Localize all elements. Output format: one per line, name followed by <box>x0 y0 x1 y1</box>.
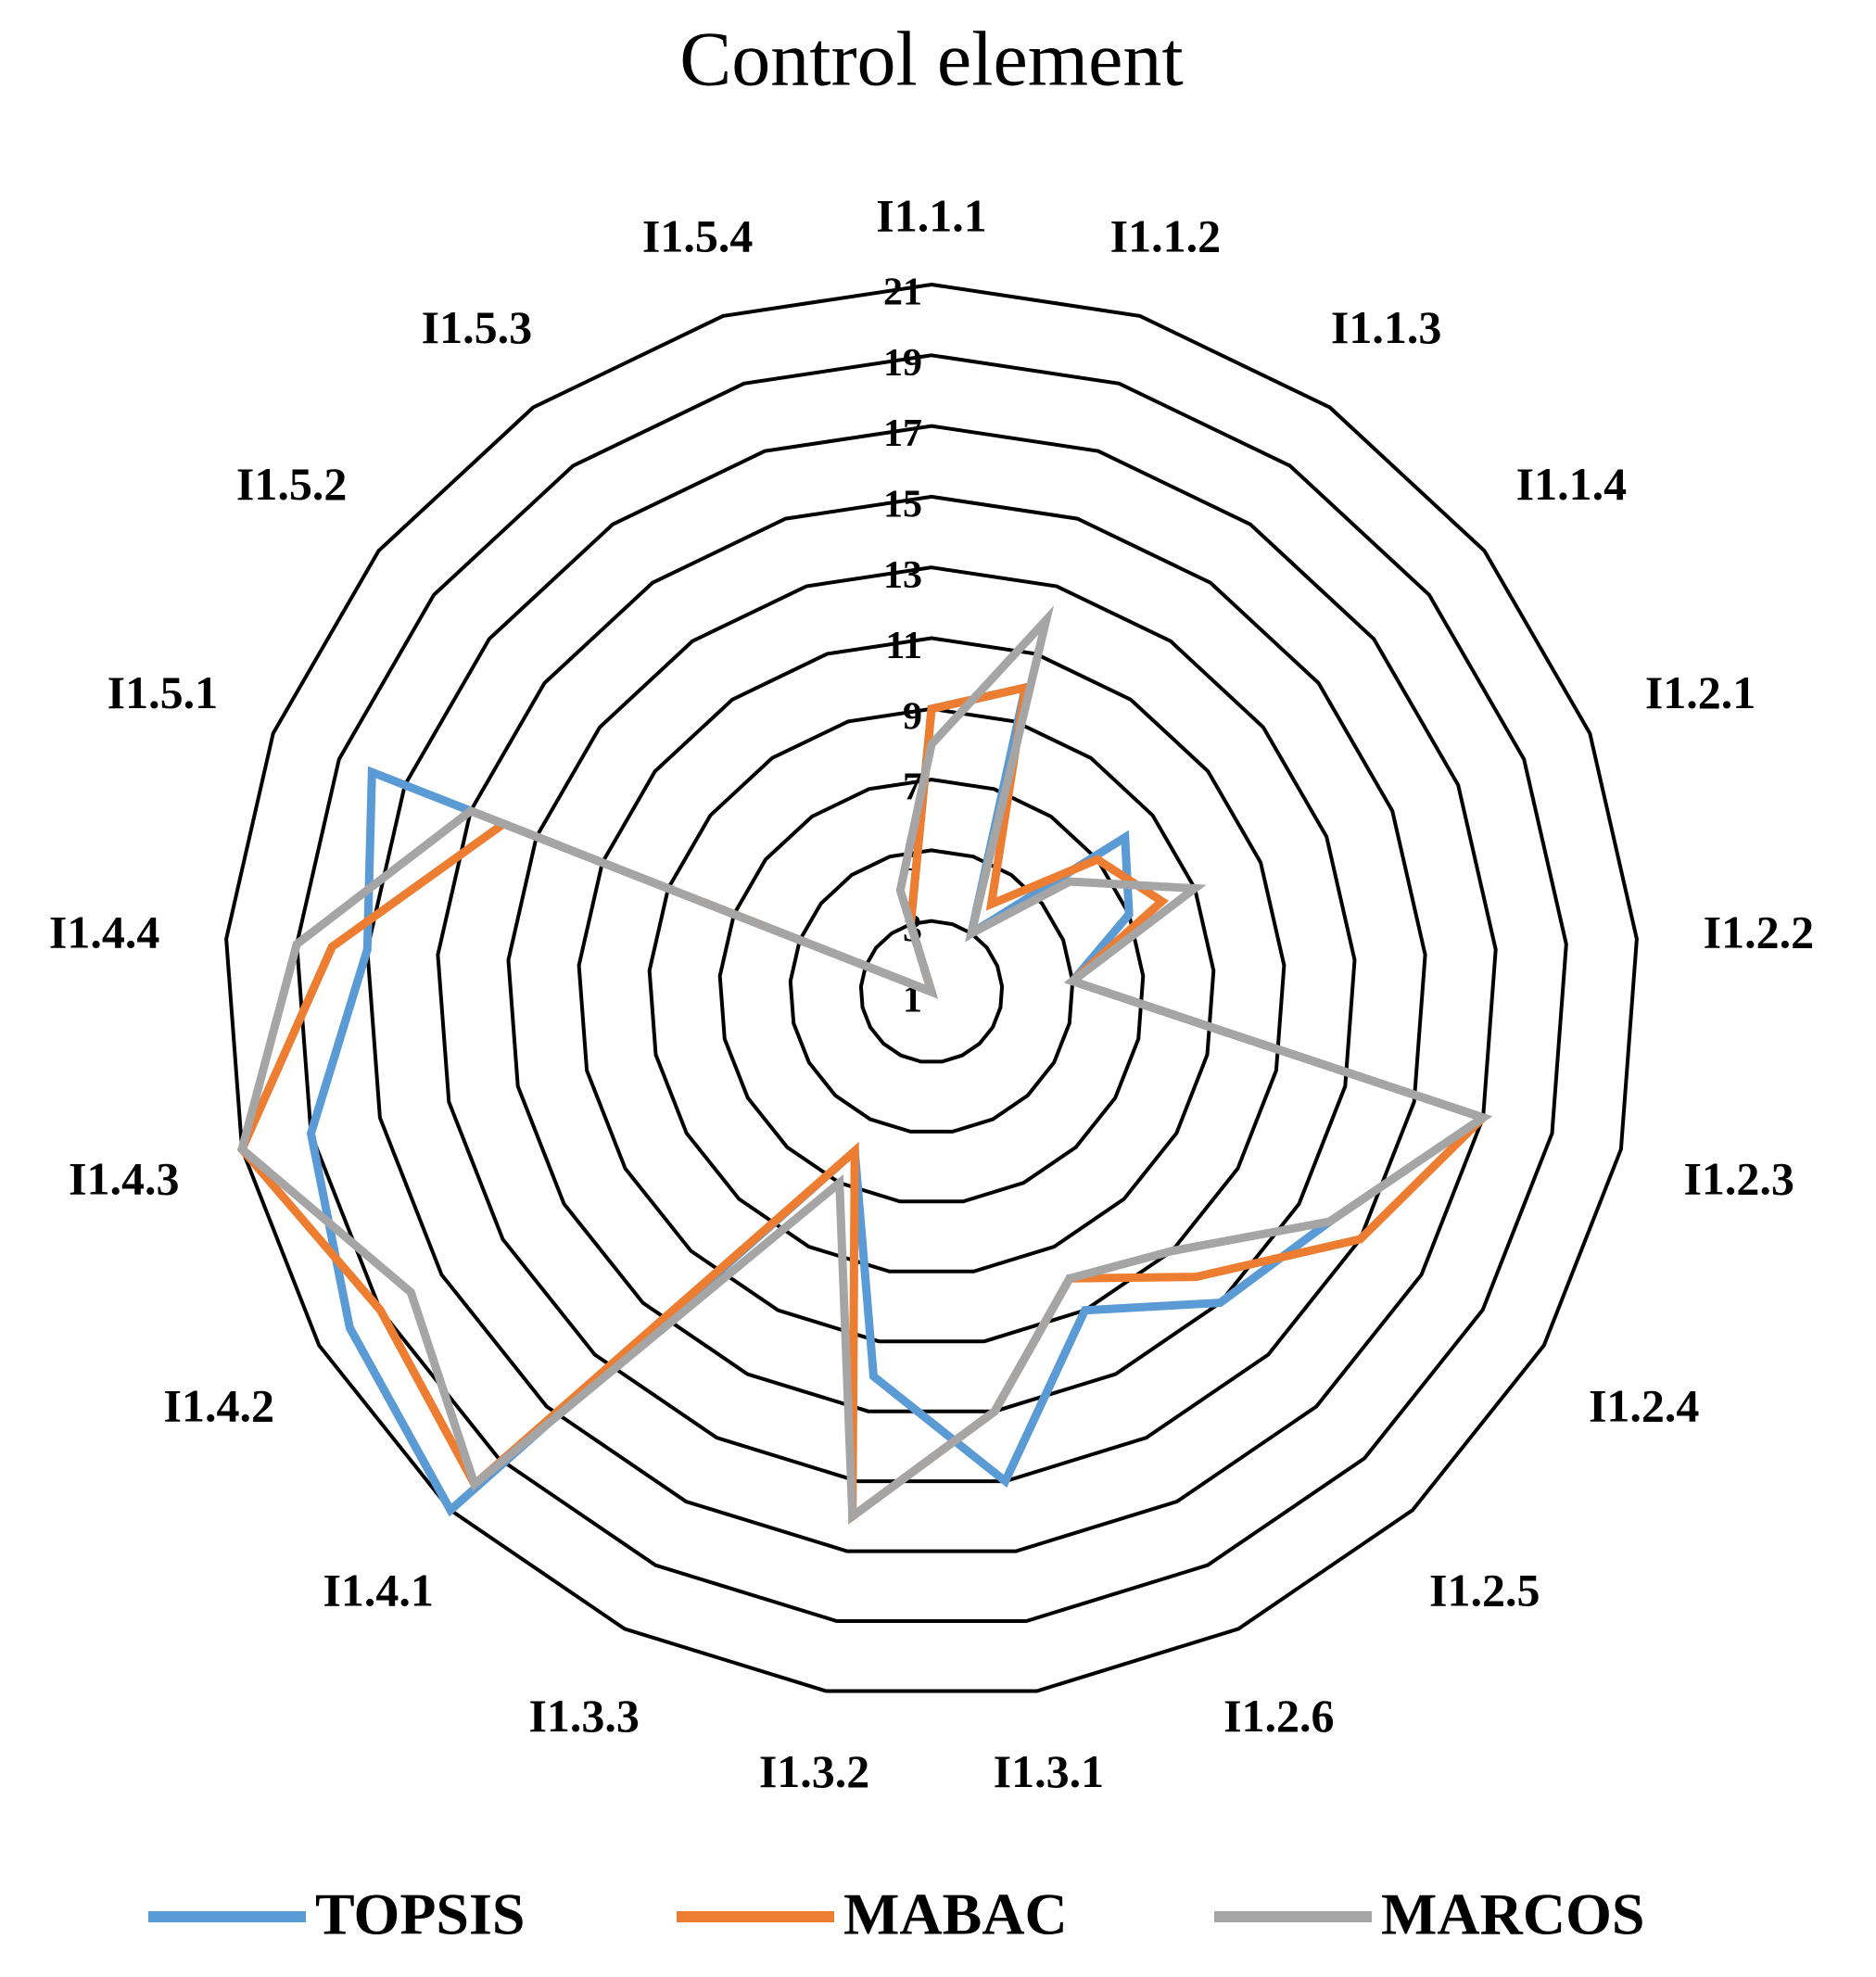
category-label: I1.2.1 <box>1645 666 1756 718</box>
category-label: I1.1.1 <box>876 189 986 241</box>
grid-ring <box>577 636 1287 1344</box>
category-label: I1.1.4 <box>1516 458 1627 510</box>
grid-ring <box>224 282 1639 1693</box>
grid-ring <box>647 706 1216 1274</box>
category-label: I1.2.4 <box>1589 1379 1699 1431</box>
category-label: I1.3.2 <box>759 1745 869 1797</box>
category-label: I1.4.4 <box>49 906 159 958</box>
category-label: I1.4.1 <box>323 1565 433 1616</box>
category-label: I1.5.4 <box>642 209 753 261</box>
grid-ring <box>788 848 1075 1134</box>
tick-label: 15 <box>883 484 922 526</box>
chart-title: Control element <box>679 16 1184 102</box>
category-label: I1.1.2 <box>1110 209 1221 261</box>
grid-ring <box>858 919 1005 1064</box>
category-label: I1.3.1 <box>994 1745 1104 1797</box>
series-line <box>237 605 1493 1525</box>
legend-label: MARCOS <box>1381 1882 1644 1947</box>
tick-label: 13 <box>883 554 922 597</box>
grid-ring <box>365 424 1498 1553</box>
tick-label: 9 <box>903 695 922 738</box>
category-label: I1.4.3 <box>69 1152 179 1204</box>
category-label: I1.4.2 <box>164 1379 274 1431</box>
tick-label: 21 <box>883 272 922 314</box>
category-label: I1.5.1 <box>108 666 218 718</box>
category-label: I1.2.5 <box>1429 1565 1540 1616</box>
category-label: I1.5.3 <box>422 301 532 353</box>
category-label: I1.2.3 <box>1683 1152 1794 1204</box>
category-label: I1.2.2 <box>1704 906 1814 958</box>
tick-label: 17 <box>883 412 922 455</box>
tick-label: 19 <box>883 342 922 385</box>
series-line <box>306 681 1493 1517</box>
grid-ring <box>436 494 1427 1484</box>
category-label: I1.3.3 <box>528 1690 639 1742</box>
legend-label: MABAC <box>843 1882 1068 1947</box>
series-line <box>236 682 1491 1525</box>
category-label: I1.5.2 <box>236 458 347 510</box>
category-label: I1.2.6 <box>1223 1690 1334 1742</box>
grid-ring <box>506 565 1357 1413</box>
tick-label: 11 <box>885 625 922 667</box>
category-label: I1.1.3 <box>1331 301 1441 353</box>
legend-label: TOPSIS <box>315 1882 526 1947</box>
grid-ring <box>295 353 1568 1623</box>
